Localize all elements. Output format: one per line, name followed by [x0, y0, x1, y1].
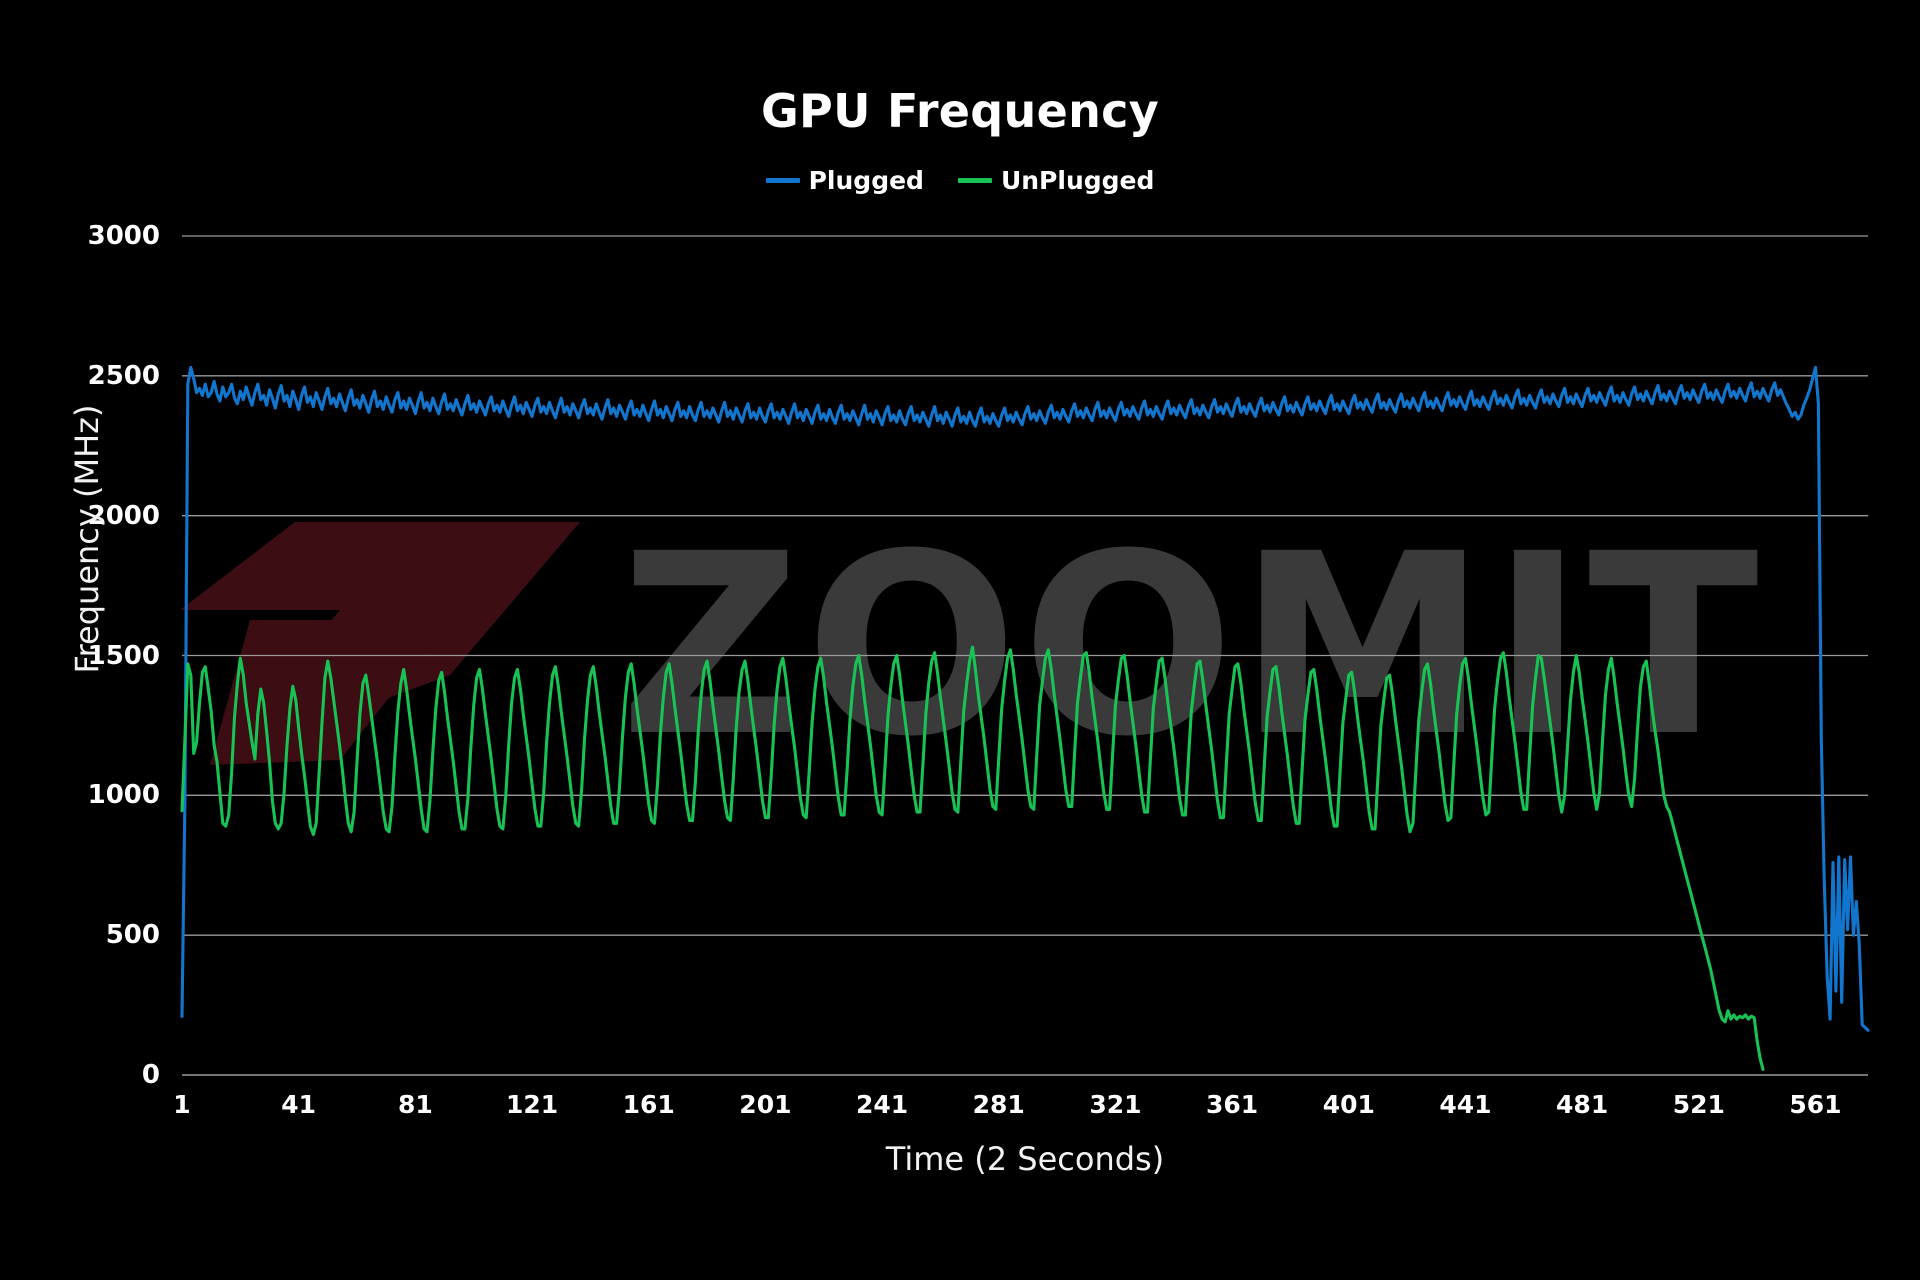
series-line-unplugged[interactable]	[180, 645, 1765, 1071]
y-tick-label: 3000	[87, 221, 160, 251]
chart-title: GPU Frequency	[761, 84, 1159, 138]
y-tick-label: 2500	[87, 360, 160, 391]
x-tick-label: 481	[1556, 1090, 1609, 1119]
y-tick-label: 0	[141, 1060, 160, 1090]
x-tick-label: 401	[1322, 1090, 1375, 1119]
x-tick-label: 161	[622, 1090, 675, 1119]
x-tick-label: 521	[1672, 1090, 1725, 1119]
y-tick-label: 1000	[87, 780, 160, 811]
x-tick-label: 321	[1089, 1090, 1142, 1119]
x-axis-title: Time (2 Seconds)	[885, 1140, 1165, 1178]
x-tick-label: 281	[972, 1090, 1025, 1119]
y-axis-ticks: 0 500 1000 1500 2000 2500 3000	[30, 0, 160, 1280]
y-tick-label: 500	[105, 920, 160, 951]
y-tick-label: 1500	[87, 640, 160, 671]
y-tick-label: 2000	[87, 500, 160, 531]
x-tick-label: 1	[173, 1090, 191, 1119]
x-tick-label: 121	[505, 1090, 559, 1119]
x-tick-label: 441	[1439, 1090, 1492, 1119]
x-tick-label: 201	[739, 1090, 792, 1119]
x-tick-label: 241	[855, 1090, 909, 1119]
x-tick-label: 41	[281, 1090, 317, 1119]
x-tick-label: 361	[1206, 1090, 1259, 1119]
grid-lines	[182, 235, 1868, 1076]
series-line-plugged[interactable]	[180, 365, 1870, 1032]
x-tick-label: 81	[397, 1090, 433, 1119]
x-tick-label: 561	[1789, 1090, 1842, 1119]
